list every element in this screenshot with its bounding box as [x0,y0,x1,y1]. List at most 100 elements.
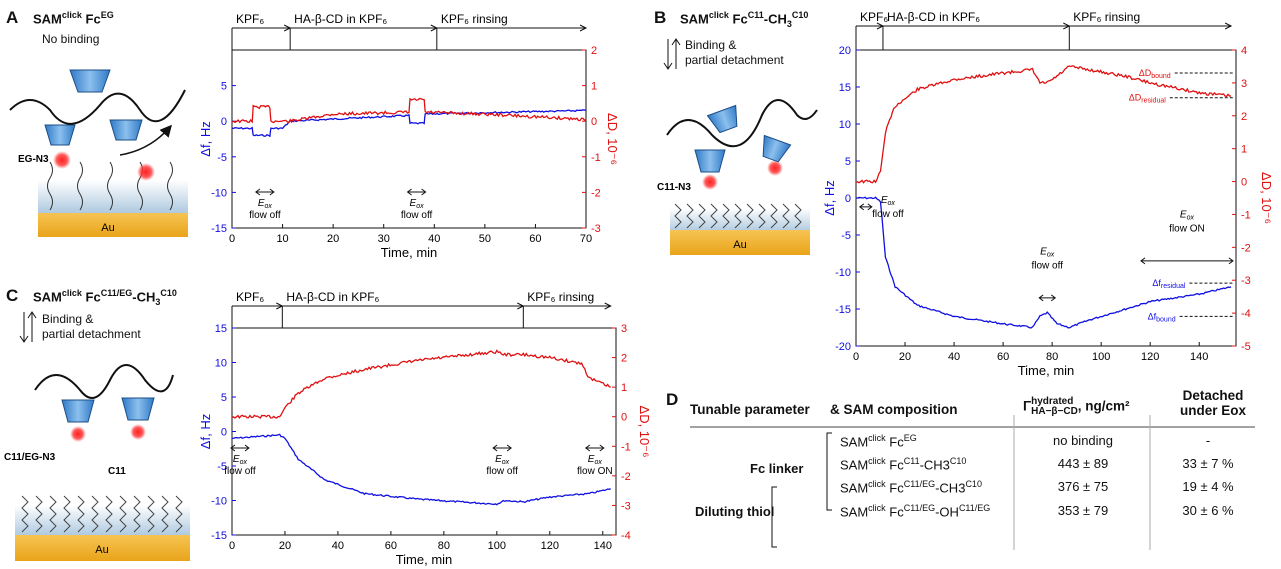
panel-b-schematic: Au C11-N3 [657,99,818,255]
table-row-detached: 19 ± 4 % [1182,479,1234,494]
panel-letter-a: A [6,8,19,27]
phase-label: KPF₆ rinsing [527,290,594,304]
panel-c-linker-label: C11/EG-N3 [4,452,56,463]
phase-label: KPF₆ rinsing [441,12,508,26]
y-left-tick-label: 0 [221,116,227,128]
x-tick-label: 100 [1092,351,1110,363]
y-right-tick-label: -1 [591,152,601,164]
x-tick-label: 60 [385,540,397,552]
table-row-detached: 33 ± 7 % [1182,456,1234,471]
series-line-left [231,109,587,138]
eox-arrow [858,203,873,211]
panel-b-note1: Binding & [685,38,737,52]
marker-label: ΔDbound [1139,68,1171,80]
y-left-tick-label: 5 [845,156,851,168]
y-left-tick-label: -15 [835,304,851,316]
y-left-tick-label: -5 [841,230,851,242]
phase-label: KPF₆ rinsing [1073,10,1140,24]
x-tick-label: 10 [276,233,288,245]
y-left-tick-label: 0 [845,193,851,205]
y-left-tick-label: -15 [211,530,227,542]
table-row-detached: - [1205,433,1211,448]
panel-a-au-label: Au [101,222,114,234]
panel-a-note: No binding [42,32,100,46]
x-tick-label: 60 [529,233,541,245]
marker-label: ΔDresidual [1129,93,1166,105]
phase-label: KPF₆ [236,290,264,304]
y-right-tick-label: -4 [1241,308,1251,320]
x-tick-label: 50 [479,233,491,245]
y-left-tick-label: -5 [217,152,227,164]
y-right-tick-label: -3 [1241,275,1251,287]
y-left-tick-label: 10 [215,358,227,370]
series-line-left [232,433,611,506]
y-right-tick-label: -2 [591,187,601,199]
eox-flow-label: flow ON [577,466,613,477]
phase-label: KPF₆ [860,10,888,24]
series-line-right [231,349,611,420]
panel-b-linker-label: C11-N3 [657,182,691,193]
table-row-gamma: 376 ± 75 [1057,479,1109,494]
y-right-tick-label: -1 [621,441,631,453]
eox-label: Eox [495,454,510,466]
table-lines [690,415,1255,550]
x-tick-label: 0 [229,233,235,245]
y-right-tick-label: 0 [1241,177,1247,189]
y-left-tick-label: 15 [839,82,851,94]
y-left-tick-label: 20 [839,45,851,57]
eox-arrow [255,188,275,196]
y-right-axis-label: ΔD, 10⁻⁶ [1259,172,1274,224]
x-tick-label: 60 [997,351,1009,363]
panel-a-title: SAMclick FcEG [33,10,114,27]
panel-letter-d: D [666,390,679,409]
phase-arrow-head [604,302,612,310]
eox-label: Eox [588,454,603,466]
y-right-axis-label: ΔD, 10⁻⁶ [605,113,620,165]
eox-arrow [1038,294,1057,302]
binding-arrows-icon [663,38,681,70]
x-tick-label: 0 [853,351,859,363]
y-left-axis-label: Δf, Hz [822,180,837,215]
y-right-tick-label: 1 [621,382,627,394]
y-right-tick-label: 0 [621,412,627,424]
panel-b-note2: partial detachment [685,53,784,67]
x-tick-label: 0 [229,540,235,552]
eox-flow-label: flow off [224,466,256,477]
x-tick-label: 20 [327,233,339,245]
y-right-tick-label: 3 [1241,78,1247,90]
y-left-tick-label: -10 [835,267,851,279]
x-tick-label: 140 [1190,351,1208,363]
y-right-tick-label: 2 [591,45,597,57]
y-right-tick-label: 2 [1241,111,1247,123]
x-tick-label: 140 [594,540,612,552]
phase-arrow-head [579,24,588,32]
panel-a-linker-label: EG-N3 [18,154,49,165]
y-left-tick-label: 5 [221,392,227,404]
phase-label: KPF₆ [236,12,264,26]
eox-flow-label: flow ON [1169,224,1205,235]
header-tunable-parameter: Tunable parameter [690,402,810,417]
x-axis-label: Time, min [1018,363,1075,378]
y-right-tick-label: 1 [591,81,597,93]
phase-label: HA-β-CD in KPF₆ [286,290,379,304]
panel-b-title: SAMclick FcC11-CH3C10 [680,10,809,29]
y-right-tick-label: 0 [591,116,597,128]
group-label-fc-linker: Fc linker [750,461,804,476]
phase-label: HA-β-CD in KPF₆ [294,12,387,26]
binding-arrows-icon [19,311,37,343]
eox-label: Eox [1040,247,1055,259]
eox-label: Eox [410,198,425,210]
y-right-tick-label: 4 [1241,45,1247,57]
panel-letter-b: B [654,8,667,27]
y-left-axis-label: Δf, Hz [198,414,213,449]
y-right-tick-label: -4 [621,530,631,542]
y-left-tick-label: 5 [221,81,227,93]
panel-a-schematic: Au EG-N3 [9,69,188,237]
panel-c-schematic: Au C11/EG-N3 C11 [4,364,190,561]
y-right-tick-label: -3 [591,223,601,235]
eox-arrow [406,188,427,196]
table-row-gamma: 443 ± 89 [1057,456,1109,471]
x-tick-label: 80 [438,540,450,552]
y-left-tick-label: -20 [835,341,851,353]
